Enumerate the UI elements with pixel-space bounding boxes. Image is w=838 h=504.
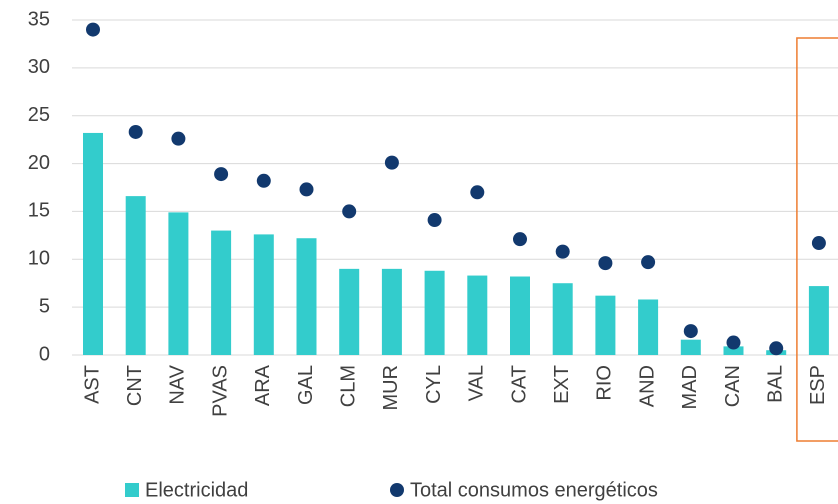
dot	[641, 255, 656, 270]
bar	[381, 268, 402, 355]
dot	[214, 167, 229, 182]
y-tick-label: 25	[28, 104, 50, 126]
y-tick-label: 30	[28, 56, 50, 78]
legend-label: Electricidad	[145, 479, 248, 501]
bar	[552, 283, 573, 355]
y-tick-label: 35	[28, 8, 50, 30]
x-tick-label: CLM	[337, 365, 359, 407]
bar	[296, 238, 317, 355]
y-tick-label: 0	[39, 343, 50, 365]
dot	[555, 244, 570, 259]
bar	[125, 196, 146, 355]
y-tick-label: 15	[28, 200, 50, 222]
dot	[171, 131, 186, 146]
legend-marker	[390, 483, 404, 497]
x-tick-label: CYL	[423, 365, 445, 404]
x-tick-label: ESP	[807, 365, 829, 405]
dot	[683, 324, 698, 339]
dot	[299, 182, 314, 197]
x-tick-label: MUR	[380, 365, 402, 411]
x-tick-label: CAN	[722, 365, 744, 407]
x-tick-label: CNT	[124, 365, 146, 406]
dot	[128, 124, 143, 139]
dot	[769, 341, 784, 356]
bar	[253, 234, 274, 355]
dot	[598, 256, 613, 271]
bar	[638, 299, 659, 355]
dot	[342, 204, 357, 219]
x-tick-label: AST	[81, 365, 103, 404]
bar	[424, 270, 445, 355]
bar	[595, 295, 616, 355]
x-tick-label: RIO	[594, 365, 616, 401]
x-tick-label: PVAS	[209, 365, 231, 417]
x-tick-label: BAL	[764, 365, 786, 403]
dot	[470, 185, 485, 200]
x-tick-label: CAT	[508, 365, 530, 404]
dot	[427, 213, 442, 228]
dot	[811, 236, 826, 251]
bar	[680, 339, 701, 355]
legend-marker	[125, 483, 139, 497]
highlight-box	[796, 37, 838, 442]
x-tick-label: GAL	[295, 365, 317, 405]
bar	[83, 132, 103, 355]
bar	[211, 230, 232, 355]
x-tick-label: AND	[636, 365, 658, 407]
y-tick-label: 5	[39, 295, 50, 317]
bar	[168, 212, 189, 355]
x-tick-label: EXT	[551, 365, 573, 404]
dot	[384, 155, 399, 170]
dot	[726, 335, 741, 350]
dot	[256, 173, 271, 188]
legend-label: Total consumos energéticos	[410, 479, 658, 501]
bar	[467, 275, 488, 355]
x-tick-label: ARA	[252, 364, 274, 406]
bar	[510, 276, 530, 355]
x-tick-label: VAL	[466, 365, 488, 401]
bar	[808, 286, 829, 355]
y-tick-label: 10	[28, 248, 50, 270]
bar	[723, 346, 744, 355]
x-tick-label: MAD	[679, 365, 701, 409]
dot	[86, 22, 100, 37]
bar	[339, 268, 360, 355]
x-tick-label: NAV	[167, 364, 189, 404]
y-tick-label: 20	[28, 152, 50, 174]
dot	[513, 232, 527, 247]
